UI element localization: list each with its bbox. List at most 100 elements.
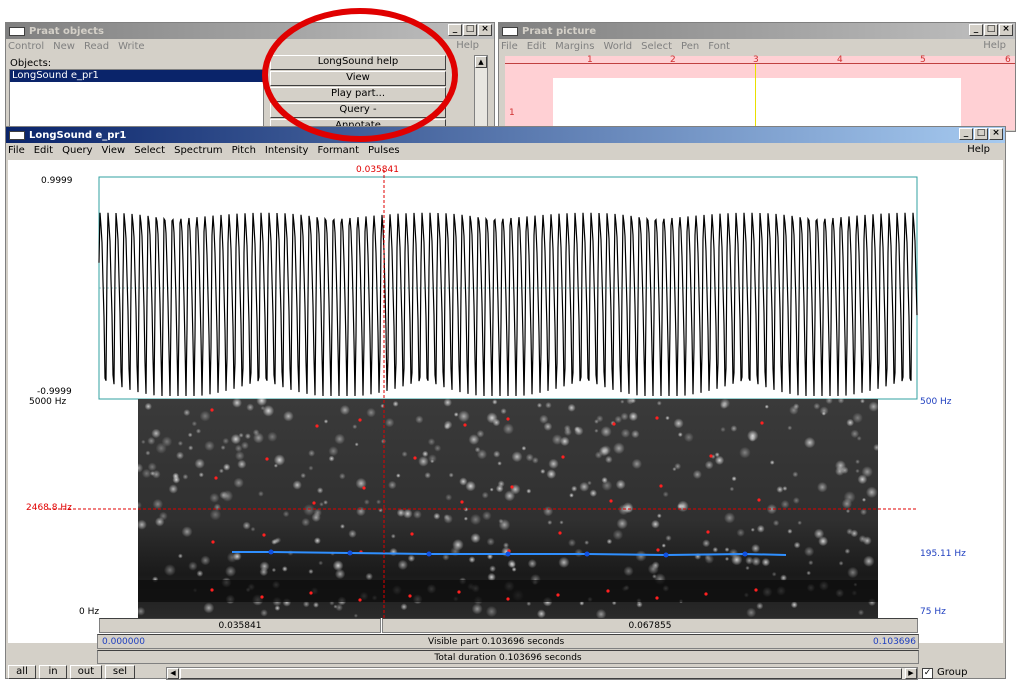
- wave-max-label: 0.9999: [41, 176, 73, 186]
- ruler-tick-2: 2: [670, 55, 676, 65]
- praat-objects-window: Praat objects _ □ × Control New Read Wri…: [5, 22, 495, 132]
- objects-menubar: Control New Read Write Help: [6, 39, 494, 53]
- menu-help[interactable]: Help: [983, 40, 1006, 51]
- total-duration-bar[interactable]: Total duration 0.103696 seconds: [97, 650, 919, 664]
- picture-selection-line: [755, 64, 756, 130]
- view-button[interactable]: View: [270, 71, 446, 86]
- editor-drawing-area[interactable]: 0.035841 0.9999 -0.9999 5000 Hz 2468.8 H…: [8, 160, 1003, 643]
- menu-select[interactable]: Select: [641, 40, 673, 52]
- objects-window-controls: _ □ ×: [448, 24, 492, 36]
- menu-select[interactable]: Select: [134, 145, 166, 156]
- menu-spectrum[interactable]: Spectrum: [174, 145, 223, 156]
- scroll-thumb[interactable]: [180, 668, 902, 679]
- spec-cursor-freq-label: 2468.8 Hz: [26, 503, 72, 513]
- menu-formant[interactable]: Formant: [317, 145, 360, 156]
- objects-scrollbar[interactable]: ▲: [474, 55, 488, 130]
- object-item-longsound[interactable]: LongSound e_pr1: [10, 70, 263, 82]
- close-button[interactable]: ×: [999, 24, 1013, 36]
- pitch-top-label: 500 Hz: [920, 397, 952, 407]
- visible-end-label: 0.103696: [873, 637, 916, 647]
- menu-help[interactable]: Help: [967, 144, 990, 155]
- editor-menubar: File Edit Query View Select Spectrum Pit…: [6, 143, 1005, 158]
- spec-top-label: 5000 Hz: [29, 397, 67, 407]
- scroll-right-arrow-icon[interactable]: ▶: [905, 668, 917, 679]
- menu-new[interactable]: New: [53, 40, 75, 52]
- menu-pen[interactable]: Pen: [681, 40, 700, 52]
- menu-help[interactable]: Help: [456, 40, 479, 51]
- maximize-button[interactable]: □: [974, 128, 988, 140]
- longsound-help-button[interactable]: LongSound help: [270, 55, 446, 70]
- menu-pulses[interactable]: Pulses: [368, 145, 400, 156]
- menu-intensity[interactable]: Intensity: [264, 145, 309, 156]
- menu-control[interactable]: Control: [8, 40, 45, 52]
- picture-titlebar[interactable]: Praat picture _ □ ×: [499, 23, 1015, 39]
- picture-ruler: [505, 56, 1015, 64]
- horizontal-scrollbar[interactable]: ◀ ▶: [166, 667, 918, 680]
- spectrogram-low-band: [138, 580, 878, 602]
- window-icon: [502, 26, 518, 36]
- ruler-tick-6: 6: [1005, 55, 1011, 65]
- side-tick-1: 1: [509, 108, 515, 118]
- formant-markers: [210, 408, 764, 602]
- picture-canvas[interactable]: 1 2 3 4 5 6 1: [505, 55, 1015, 130]
- editor-graphics: [48, 170, 918, 630]
- menu-edit[interactable]: Edit: [526, 40, 547, 52]
- menu-query[interactable]: Query: [62, 145, 93, 156]
- ruler-tick-1: 1: [587, 55, 593, 65]
- praat-picture-window: Praat picture _ □ × File Edit Margins Wo…: [498, 22, 1016, 132]
- menu-view[interactable]: View: [101, 145, 126, 156]
- pitch-points: [268, 549, 748, 558]
- menu-read[interactable]: Read: [83, 40, 110, 52]
- menu-margins[interactable]: Margins: [555, 40, 595, 52]
- editor-title: LongSound e_pr1: [29, 129, 127, 141]
- close-button[interactable]: ×: [478, 24, 492, 36]
- menu-font[interactable]: Font: [708, 40, 730, 52]
- window-icon: [9, 26, 25, 36]
- objects-list[interactable]: LongSound e_pr1: [9, 69, 264, 129]
- visible-part-label: Visible part 0.103696 seconds: [428, 637, 565, 647]
- editor-titlebar[interactable]: LongSound e_pr1 _ □ ×: [6, 127, 1005, 143]
- zoom-in-button[interactable]: in: [39, 665, 67, 679]
- editor-window-controls: _ □ ×: [959, 128, 1003, 140]
- objects-titlebar[interactable]: Praat objects _ □ ×: [6, 23, 494, 39]
- zoom-out-button[interactable]: out: [70, 665, 102, 679]
- ruler-tick-4: 4: [837, 55, 843, 65]
- picture-window-controls: _ □ ×: [969, 24, 1013, 36]
- objects-label: Objects:: [10, 58, 52, 69]
- scroll-left-arrow-icon[interactable]: ◀: [167, 668, 179, 679]
- visible-part-bar[interactable]: 0.000000 Visible part 0.103696 seconds 0…: [97, 634, 919, 649]
- waveform-trace: [98, 212, 918, 397]
- play-part-button[interactable]: Play part...: [270, 87, 446, 102]
- spec-bottom-label: 0 Hz: [79, 607, 100, 617]
- menu-edit[interactable]: Edit: [33, 145, 54, 156]
- wave-min-label: -0.9999: [37, 387, 72, 397]
- zoom-sel-button[interactable]: sel: [105, 665, 135, 679]
- menu-pitch[interactable]: Pitch: [231, 145, 256, 156]
- pitch-value-label: 195.11 Hz: [920, 549, 966, 559]
- group-label: Group: [937, 667, 968, 678]
- group-checkbox[interactable]: ✓: [922, 668, 933, 679]
- scroll-up-arrow-icon[interactable]: ▲: [475, 56, 487, 68]
- close-button[interactable]: ×: [989, 128, 1003, 140]
- segment-bar-right[interactable]: 0.067855: [382, 618, 918, 633]
- ruler-tick-5: 5: [920, 55, 926, 65]
- menu-write[interactable]: Write: [118, 40, 145, 52]
- minimize-button[interactable]: _: [448, 24, 462, 36]
- maximize-button[interactable]: □: [463, 24, 477, 36]
- objects-title: Praat objects: [29, 25, 104, 37]
- maximize-button[interactable]: □: [984, 24, 998, 36]
- picture-menubar: File Edit Margins World Select Pen Font …: [499, 39, 1015, 53]
- menu-file[interactable]: File: [8, 145, 25, 156]
- minimize-button[interactable]: _: [969, 24, 983, 36]
- query-button[interactable]: Query -: [270, 103, 446, 118]
- picture-title: Praat picture: [522, 25, 597, 37]
- window-icon: [9, 130, 25, 140]
- zoom-all-button[interactable]: all: [8, 665, 36, 679]
- visible-start-label: 0.000000: [102, 637, 145, 647]
- minimize-button[interactable]: _: [959, 128, 973, 140]
- menu-file[interactable]: File: [501, 40, 518, 52]
- ruler-tick-3: 3: [753, 55, 759, 65]
- picture-drawing-area[interactable]: [553, 78, 961, 130]
- segment-bar-left[interactable]: 0.035841: [99, 618, 381, 633]
- menu-world[interactable]: World: [603, 40, 633, 52]
